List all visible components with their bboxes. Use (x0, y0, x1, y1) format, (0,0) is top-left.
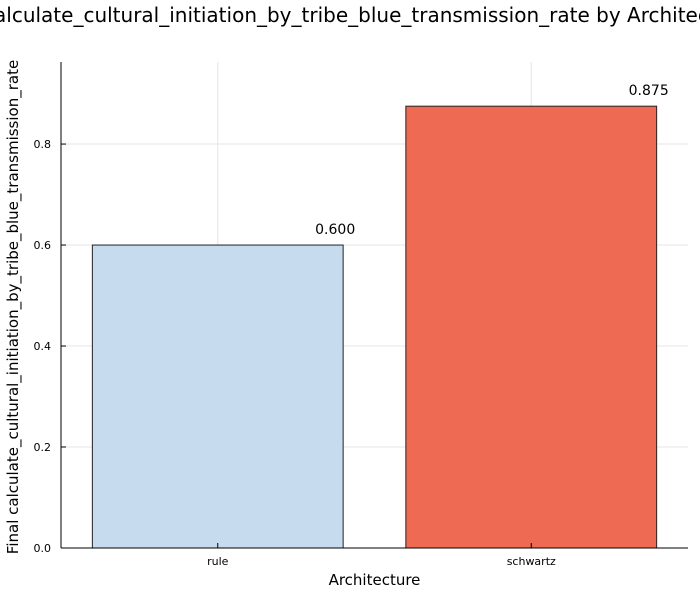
axes-layer (60, 62, 688, 549)
bars-layer (91, 105, 658, 549)
y-tick-label: 0.6 (34, 239, 52, 252)
bar-rule (91, 244, 344, 549)
y-tick-label: 0.8 (34, 138, 52, 151)
bar-schwartz (405, 105, 658, 549)
x-tick-label-schwartz: schwartz (507, 555, 556, 568)
chart-title: Final calculate_cultural_initiation_by_t… (0, 3, 700, 27)
data-label-rule: 0.600 (315, 222, 355, 238)
y-tick-label: 0.4 (34, 340, 52, 353)
data-labels-layer: 0.600 0.875 (315, 83, 669, 238)
y-axis-label: Final calculate_cultural_initiation_by_t… (4, 60, 23, 554)
y-tick-label: 0.0 (34, 542, 52, 555)
x-tick-label-rule: rule (207, 555, 229, 568)
x-axis-label: Architecture (329, 571, 421, 589)
y-tick-label: 0.2 (34, 441, 52, 454)
data-label-schwartz: 0.875 (629, 83, 669, 99)
ticks-layer: 0.0 0.2 0.4 0.6 0.8 rule schwartz (34, 138, 557, 568)
